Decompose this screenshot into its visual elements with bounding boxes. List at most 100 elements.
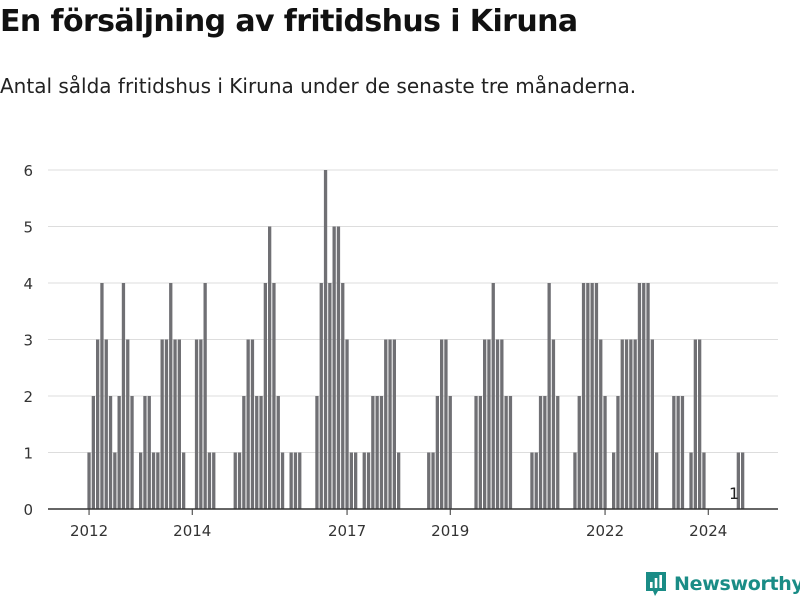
- bar: [194, 339, 199, 509]
- bar: [603, 396, 607, 509]
- newsworthy-logo: Newsworthy: [644, 570, 800, 598]
- bar: [551, 339, 556, 509]
- bar: [448, 396, 452, 509]
- bar: [259, 396, 263, 509]
- gridlines: [48, 169, 778, 453]
- bar: [547, 283, 551, 509]
- bar: [130, 396, 134, 509]
- bar: [272, 283, 276, 509]
- bar: [581, 283, 586, 509]
- bar: [616, 396, 620, 509]
- bar: [151, 452, 156, 509]
- bar: [444, 339, 448, 509]
- bar: [650, 339, 654, 509]
- bar: [556, 396, 560, 509]
- bar: [233, 452, 237, 509]
- bar: [182, 452, 186, 509]
- bar: [169, 283, 173, 509]
- bar: [336, 226, 341, 509]
- y-tick-label: 1: [23, 445, 33, 463]
- bar: [263, 283, 267, 509]
- bar: [612, 452, 616, 509]
- data-label: 1: [729, 484, 739, 503]
- bar: [478, 396, 482, 509]
- bar: [315, 396, 319, 509]
- bar-chart: 0 1 2 3 4 5 6 2012 2014 2017 2019 2022 2024 1: [23, 162, 778, 540]
- bar: [246, 339, 250, 509]
- bar: [629, 339, 633, 509]
- bar: [388, 339, 392, 509]
- bar: [87, 452, 91, 509]
- x-tick-label: 2024: [689, 522, 727, 540]
- y-tick-label: 0: [23, 501, 33, 519]
- newsworthy-logo-icon: [646, 572, 666, 596]
- bar: [203, 283, 207, 509]
- bar: [392, 339, 396, 509]
- bar: [530, 452, 534, 509]
- axes: 0 1 2 3 4 5 6 2012 2014 2017 2019 2022 2024: [23, 162, 778, 540]
- bar: [495, 339, 500, 509]
- y-tick-label: 5: [23, 219, 33, 237]
- y-tick-label: 2: [23, 388, 33, 406]
- bar: [397, 452, 401, 509]
- bar: [298, 452, 302, 509]
- x-tick-label: 2017: [328, 522, 366, 540]
- bar: [672, 396, 676, 509]
- bar: [474, 396, 478, 509]
- x-tick-label: 2019: [431, 522, 469, 540]
- y-tick-label: 6: [23, 162, 33, 180]
- bar: [121, 283, 126, 509]
- bar: [366, 452, 371, 509]
- bar: [96, 339, 100, 509]
- bar: [108, 396, 113, 509]
- bar: [349, 452, 353, 509]
- bar: [440, 339, 444, 509]
- bar: [384, 339, 388, 509]
- brand-name: Newsworthy: [674, 573, 800, 595]
- bar: [543, 396, 547, 509]
- x-tick-label: 2022: [586, 522, 624, 540]
- bar-series: [87, 170, 745, 509]
- bar: [237, 452, 242, 509]
- y-tick-label: 3: [23, 332, 33, 350]
- bar: [173, 339, 177, 509]
- bar: [328, 283, 332, 509]
- bar: [332, 226, 336, 509]
- bar: [655, 452, 659, 509]
- bar: [100, 283, 104, 509]
- bar: [341, 283, 345, 509]
- bar: [590, 283, 594, 509]
- bar: [594, 283, 599, 509]
- bar: [646, 283, 650, 509]
- bar: [139, 452, 143, 509]
- bar: [345, 339, 349, 509]
- bar: [741, 452, 745, 509]
- bar: [255, 396, 259, 509]
- bar: [379, 396, 384, 509]
- bar: [573, 452, 577, 509]
- bar: [483, 339, 487, 509]
- bar: [323, 170, 328, 509]
- bar: [91, 396, 95, 509]
- bar: [586, 283, 590, 509]
- bar: [487, 339, 491, 509]
- bar: [693, 339, 697, 509]
- bar: [160, 339, 164, 509]
- bar: [534, 452, 538, 509]
- bar: [624, 339, 629, 509]
- bar: [126, 339, 130, 509]
- bar: [375, 396, 379, 509]
- bar: [599, 339, 603, 509]
- bar: [289, 452, 293, 509]
- bar: [147, 396, 151, 509]
- bar: [431, 452, 435, 509]
- bar: [199, 339, 203, 509]
- bar: [508, 396, 513, 509]
- bar: [698, 339, 702, 509]
- bar: [113, 452, 117, 509]
- bar: [156, 452, 160, 509]
- bar: [143, 396, 147, 509]
- bar: [435, 396, 439, 509]
- bar: [207, 452, 212, 509]
- bar: [736, 452, 740, 509]
